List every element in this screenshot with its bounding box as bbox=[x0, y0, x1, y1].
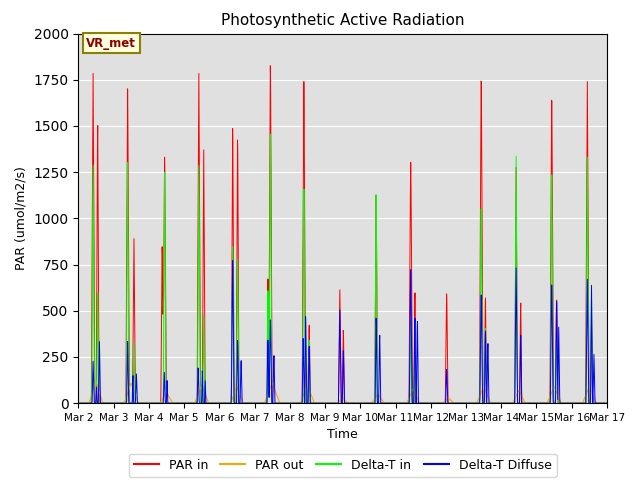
Line: PAR in: PAR in bbox=[79, 66, 607, 403]
Delta-T in bbox=[266, 132, 274, 137]
Delta-T Diffuse bbox=[603, 400, 611, 406]
Delta-T in bbox=[369, 400, 377, 406]
Line: Delta-T Diffuse: Delta-T Diffuse bbox=[79, 261, 607, 403]
PAR in bbox=[222, 400, 230, 406]
X-axis label: Time: Time bbox=[327, 429, 358, 442]
Delta-T in bbox=[75, 400, 83, 406]
PAR out bbox=[358, 400, 365, 406]
Line: Delta-T in: Delta-T in bbox=[79, 134, 607, 403]
Delta-T Diffuse bbox=[369, 400, 377, 406]
Delta-T in bbox=[603, 400, 611, 406]
Line: PAR out: PAR out bbox=[79, 382, 607, 403]
PAR out bbox=[603, 400, 611, 406]
PAR in bbox=[572, 400, 579, 406]
PAR out bbox=[92, 379, 100, 384]
PAR in bbox=[369, 400, 377, 406]
Delta-T in bbox=[222, 400, 230, 406]
Delta-T Diffuse bbox=[358, 400, 365, 406]
PAR out bbox=[75, 400, 83, 406]
Legend: PAR in, PAR out, Delta-T in, Delta-T Diffuse: PAR in, PAR out, Delta-T in, Delta-T Dif… bbox=[129, 454, 557, 477]
Delta-T in bbox=[358, 400, 365, 406]
Delta-T Diffuse bbox=[557, 400, 564, 406]
Y-axis label: PAR (umol/m2/s): PAR (umol/m2/s) bbox=[15, 167, 28, 270]
Title: Photosynthetic Active Radiation: Photosynthetic Active Radiation bbox=[221, 13, 465, 28]
PAR in bbox=[266, 63, 274, 69]
PAR in bbox=[358, 400, 365, 406]
PAR out bbox=[557, 398, 564, 404]
Delta-T Diffuse bbox=[497, 400, 504, 406]
Delta-T Diffuse bbox=[75, 400, 83, 406]
Delta-T Diffuse bbox=[222, 400, 230, 406]
Delta-T Diffuse bbox=[228, 258, 236, 264]
Delta-T in bbox=[557, 400, 564, 406]
Delta-T in bbox=[497, 400, 504, 406]
Delta-T in bbox=[572, 400, 579, 406]
PAR in bbox=[603, 400, 611, 406]
PAR out bbox=[222, 400, 230, 406]
Delta-T Diffuse bbox=[572, 400, 579, 406]
PAR out bbox=[572, 400, 579, 406]
PAR out bbox=[497, 400, 504, 406]
PAR in bbox=[557, 400, 564, 406]
PAR in bbox=[75, 400, 83, 406]
PAR out bbox=[369, 398, 377, 404]
Text: VR_met: VR_met bbox=[86, 36, 136, 49]
PAR in bbox=[497, 400, 504, 406]
